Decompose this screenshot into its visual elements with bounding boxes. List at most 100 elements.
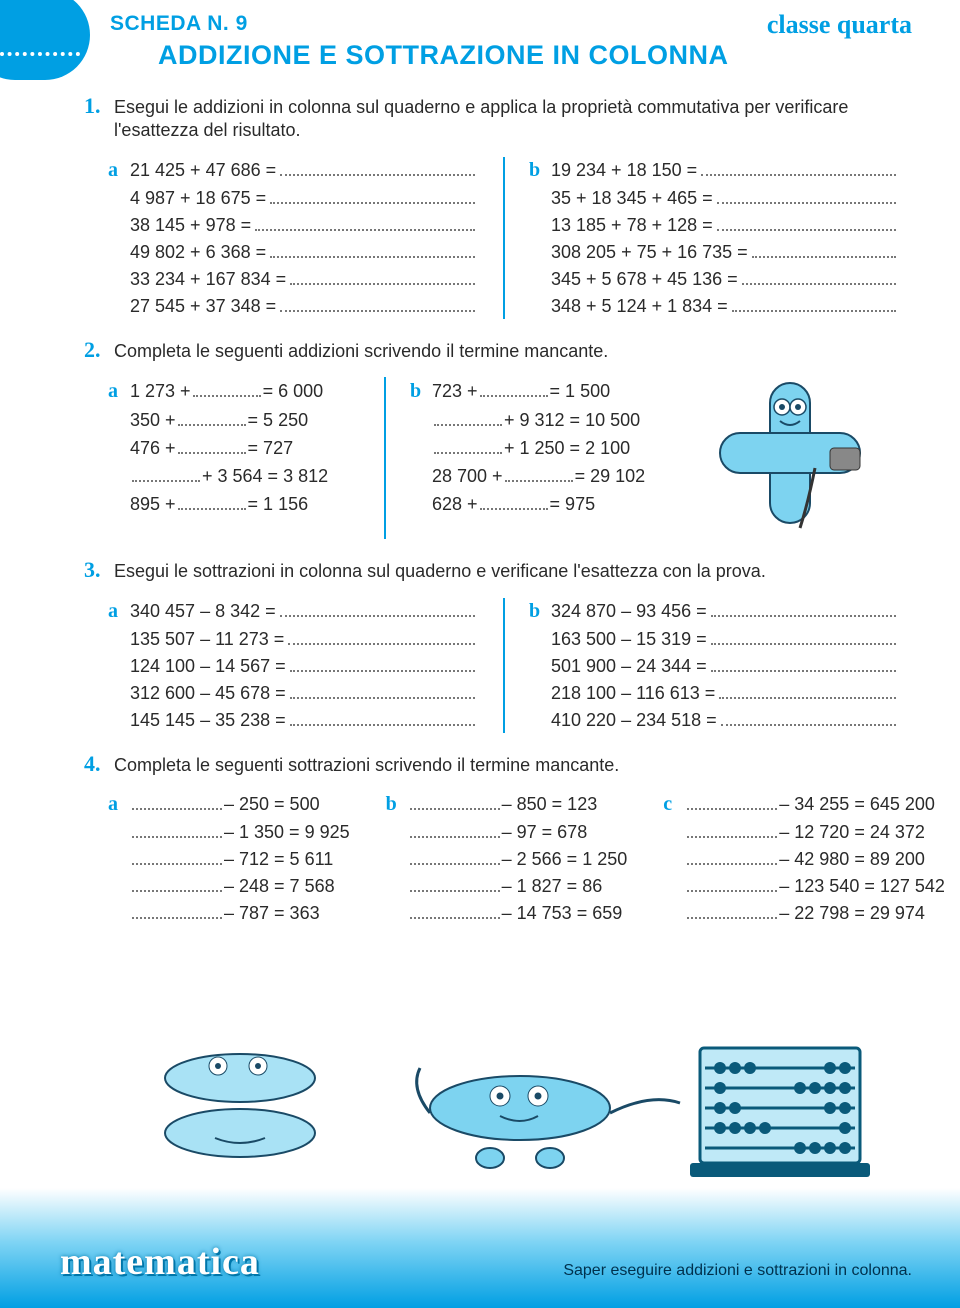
ex4-b-4: – 14 753 = 659	[502, 903, 623, 924]
ex3-b-3: 218 100 – 116 613 =	[551, 683, 715, 704]
ex3-b-2: 501 900 – 24 344 =	[551, 656, 707, 677]
blank	[410, 917, 500, 919]
ex1-col-a: a21 425 + 47 686 = 4 987 + 18 675 = 38 1…	[108, 153, 479, 323]
ex3-a-3: 312 600 – 45 678 =	[130, 683, 286, 704]
ex3-text: Esegui le sottrazioni in colonna sul qua…	[114, 557, 766, 583]
ex3-a-0: 340 457 – 8 342 =	[130, 601, 276, 622]
ex1-a-1: 4 987 + 18 675 =	[130, 188, 266, 209]
ex2-b-4-pre: 628 +	[432, 494, 478, 515]
ex4-b-label: b	[386, 793, 408, 816]
blank	[290, 697, 475, 699]
blank	[721, 724, 896, 726]
blank	[132, 917, 222, 919]
exercise-2: 2. Completa le seguenti addizioni scrive…	[84, 337, 900, 543]
ex4-c-0: – 34 255 = 645 200	[779, 794, 935, 815]
ex4-c-1: – 12 720 = 24 372	[779, 822, 925, 843]
blank	[410, 808, 500, 810]
blank	[280, 174, 475, 176]
ex1-a-2: 38 145 + 978 =	[130, 215, 251, 236]
blank	[178, 452, 246, 454]
blank	[717, 229, 896, 231]
ex4-c-2: – 42 980 = 89 200	[779, 849, 925, 870]
blank	[132, 808, 222, 810]
blank	[742, 283, 896, 285]
ex3-b-4: 410 220 – 234 518 =	[551, 710, 717, 731]
blank	[290, 670, 475, 672]
blank	[719, 697, 896, 699]
ex2-b-0-post: = 1 500	[550, 381, 611, 402]
ex1-b-5: 348 + 5 124 + 1 834 =	[551, 296, 728, 317]
blank	[132, 863, 222, 865]
ex4-c-3: – 123 540 = 127 542	[779, 876, 945, 897]
content: 1. Esegui le addizioni in colonna sul qu…	[0, 71, 960, 930]
ex4-c-label: c	[663, 793, 685, 816]
ex1-a-4: 33 234 + 167 834 =	[130, 269, 286, 290]
ex3-col-b: b324 870 – 93 456 = 163 500 – 15 319 = 5…	[529, 594, 900, 737]
ex4-b-1: – 97 = 678	[502, 822, 588, 843]
ex4-a-label: a	[108, 793, 130, 816]
ex4-col-c: c – 34 255 = 645 200 – 12 720 = 24 372 – …	[663, 787, 945, 930]
ex2-a-1-pre: 350 +	[130, 410, 176, 431]
ex4-number: 4.	[84, 751, 106, 777]
blank	[687, 917, 777, 919]
ex4-c-4: – 22 798 = 29 974	[779, 903, 925, 924]
blank	[290, 724, 475, 726]
ex1-b-label: b	[529, 159, 551, 182]
ex3-a-4: 145 145 – 35 238 =	[130, 710, 286, 731]
blank	[178, 424, 246, 426]
column-separator	[503, 157, 505, 319]
ex2-a-0-post: = 6 000	[263, 381, 324, 402]
ex4-col-a: a– 250 = 500 – 1 350 = 9 925 – 712 = 5 6…	[108, 787, 350, 930]
ex2-b-0-pre: 723 +	[432, 381, 478, 402]
ex2-a-2-post: = 727	[248, 438, 294, 459]
blank	[687, 808, 777, 810]
blank	[505, 480, 573, 482]
ex4-a-4: – 787 = 363	[224, 903, 320, 924]
blank	[178, 508, 246, 510]
column-separator	[384, 377, 386, 539]
ex2-a-2-pre: 476 +	[130, 438, 176, 459]
ex2-b-3-post: = 29 102	[575, 466, 646, 487]
blank	[732, 310, 896, 312]
ex2-text: Completa le seguenti addizioni scrivendo…	[114, 337, 608, 363]
blank	[434, 452, 502, 454]
ex3-a-label: a	[108, 600, 130, 623]
blank	[480, 508, 548, 510]
blank	[752, 256, 896, 258]
ex2-col-a: a1 273 += 6 000 350 += 5 250 476 += 727 …	[108, 373, 360, 543]
column-separator	[503, 598, 505, 733]
ex2-b-2-post: + 1 250 = 2 100	[504, 438, 630, 459]
ex2-a-1-post: = 5 250	[248, 410, 309, 431]
exercise-1: 1. Esegui le addizioni in colonna sul qu…	[84, 93, 900, 323]
ex4-col-b: b– 850 = 123 – 97 = 678 – 2 566 = 1 250 …	[386, 787, 628, 930]
blank	[255, 229, 475, 231]
ex4-a-3: – 248 = 7 568	[224, 876, 335, 897]
blank	[717, 202, 896, 204]
ex2-number: 2.	[84, 337, 106, 363]
ex1-col-b: b19 234 + 18 150 = 35 + 18 345 + 465 = 1…	[529, 153, 900, 323]
ex3-b-0: 324 870 – 93 456 =	[551, 601, 707, 622]
ex1-b-2: 13 185 + 78 + 128 =	[551, 215, 713, 236]
ex4-b-3: – 1 827 = 86	[502, 876, 603, 897]
ex3-b-label: b	[529, 600, 551, 623]
blank	[687, 863, 777, 865]
blank	[687, 890, 777, 892]
blank	[132, 836, 222, 838]
ex4-b-0: – 850 = 123	[502, 794, 598, 815]
footer-logo: matematica	[60, 1240, 260, 1284]
ex2-b-4-post: = 975	[550, 494, 596, 515]
ex2-a-0-pre: 1 273 +	[130, 381, 191, 402]
ex2-b-label: b	[410, 380, 432, 403]
exercise-4: 4. Completa le seguenti sottrazioni scri…	[84, 751, 900, 930]
ex4-a-1: – 1 350 = 9 925	[224, 822, 350, 843]
blank	[270, 256, 475, 258]
ex2-b-1-post: + 9 312 = 10 500	[504, 410, 640, 431]
ex1-a-label: a	[108, 159, 130, 182]
classe-label: classe quarta	[767, 10, 912, 40]
blank	[280, 615, 475, 617]
blank	[410, 836, 500, 838]
blank	[280, 310, 475, 312]
page-title: ADDIZIONE E SOTTRAZIONE IN COLONNA	[158, 40, 900, 71]
ex3-a-1: 135 507 – 11 273 =	[130, 629, 284, 650]
ex2-b-3-pre: 28 700 +	[432, 466, 503, 487]
